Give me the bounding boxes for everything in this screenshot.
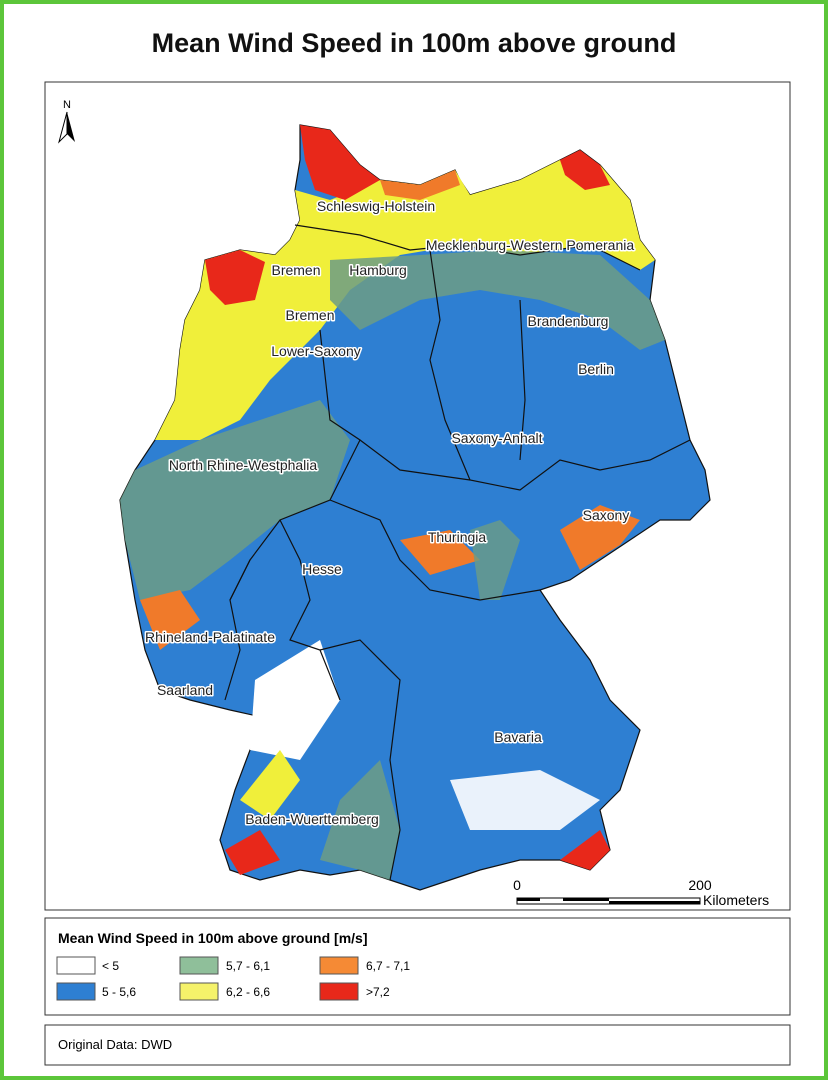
legend-label: < 5 <box>102 959 119 973</box>
state-label: Saxony <box>583 507 630 523</box>
north-arrow <box>67 112 75 142</box>
legend-label: 6,7 - 7,1 <box>366 959 410 973</box>
legend-label: 5 - 5,6 <box>102 985 136 999</box>
legend-label: 6,2 - 6,6 <box>226 985 270 999</box>
state-label: Baden-Wuerttemberg <box>245 811 379 827</box>
state-label: Mecklenburg-Western Pomerania <box>426 237 634 253</box>
legend-swatch <box>319 956 359 975</box>
state-label: North Rhine-Westphalia <box>169 457 318 473</box>
legend-swatch <box>56 982 96 1001</box>
state-label: Hesse <box>302 561 342 577</box>
source: Original Data: DWD <box>58 1037 172 1052</box>
legend-swatch <box>179 982 219 1001</box>
source-frame <box>44 1024 791 1066</box>
legend-title: Mean Wind Speed in 100m above ground [m/… <box>58 930 367 946</box>
state-label: Hamburg <box>349 262 407 278</box>
state-label: Saarland <box>157 682 213 698</box>
title: Mean Wind Speed in 100m above ground <box>152 28 677 58</box>
state-label: Saxony-Anhalt <box>451 430 542 446</box>
scale-bar <box>516 897 701 905</box>
legend-swatch <box>319 982 359 1001</box>
scale-unit: Kilometers <box>703 892 769 908</box>
north-label: N <box>63 99 71 111</box>
legend-label: 5,7 - 6,1 <box>226 959 270 973</box>
state-label: Bavaria <box>494 729 542 745</box>
state-label: Schleswig-Holstein <box>317 198 435 214</box>
legend-swatch <box>56 956 96 975</box>
legend-frame <box>44 917 791 1016</box>
legend-label: >7,2 <box>366 985 390 999</box>
germany-map <box>119 124 711 891</box>
scale-end: 200 <box>688 877 712 893</box>
state-label: Brandenburg <box>528 313 609 329</box>
state-label: Bremen <box>285 307 334 323</box>
state-label: Lower-Saxony <box>271 343 361 359</box>
state-label: Bremen <box>271 262 320 278</box>
legend-swatch <box>179 956 219 975</box>
state-label: Rhineland-Palatinate <box>145 629 275 645</box>
state-label: Berlin <box>578 361 614 377</box>
scale-start: 0 <box>513 877 521 893</box>
state-label: Thuringia <box>428 529 487 545</box>
